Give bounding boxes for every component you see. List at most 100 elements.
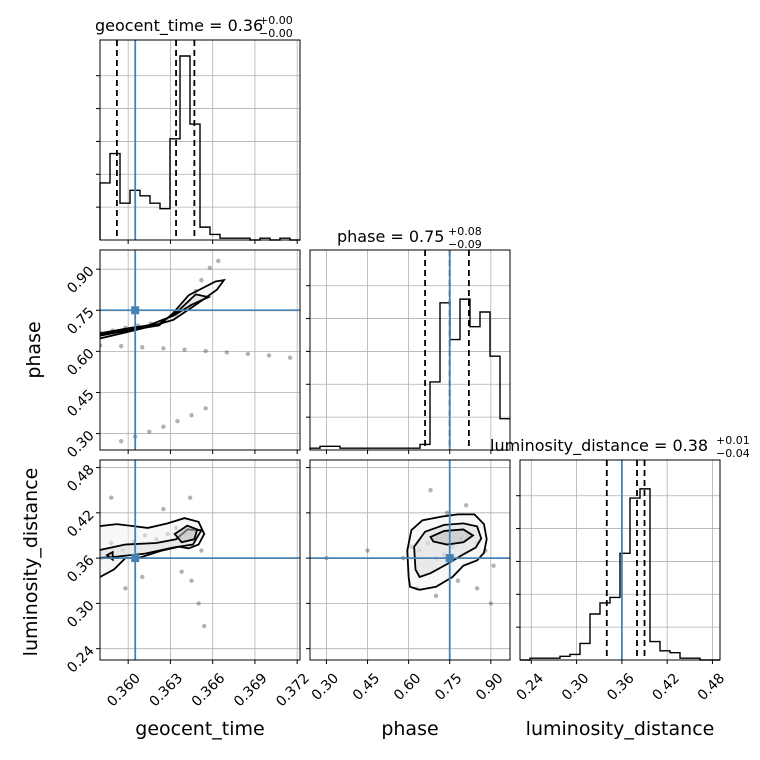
sample-point — [203, 406, 208, 411]
density-content — [100, 250, 300, 450]
sample-point — [161, 346, 166, 351]
sample-point — [207, 265, 213, 271]
tick-label-y: 0.90 — [64, 264, 97, 297]
title-luminosity-distance-name: luminosity_distance — [490, 436, 649, 456]
title-phase-plus: +0.08 — [448, 225, 482, 238]
ylabel-luminosity-distance: luminosity_distance — [20, 468, 42, 657]
sample-point — [245, 351, 251, 357]
sample-point — [100, 343, 103, 348]
sample-point — [491, 563, 496, 568]
tick-label-y: 0.24 — [64, 643, 97, 676]
title-luminosity-distance: luminosity_distance = 0.38 — [490, 436, 708, 456]
sample-point — [140, 345, 145, 350]
tick-label-x: 0.369 — [231, 670, 271, 710]
title-geocent-time-plus: +0.00 — [259, 14, 293, 27]
tick-label-y: 0.36 — [64, 552, 97, 585]
hist-panel-phase — [306, 249, 511, 454]
sample-point — [189, 578, 194, 583]
hist-step-line — [309, 298, 510, 450]
title-geocent-time: geocent_time = 0.36 — [95, 16, 263, 36]
sample-point — [196, 601, 201, 606]
truth-marker — [445, 554, 454, 563]
sample-point — [202, 623, 207, 629]
xlabel-geocent-time: geocent_time — [135, 718, 264, 740]
hist-step-line — [99, 55, 300, 241]
density-contour — [100, 528, 203, 559]
title-phase-value: 0.75 — [409, 227, 445, 246]
sample-point — [175, 419, 180, 424]
sample-point — [463, 503, 469, 508]
density-contour — [429, 528, 475, 546]
tick-label-x: 0.360 — [104, 670, 144, 710]
tick-label-x: 0.42 — [650, 670, 683, 703]
title-phase-name: phase — [337, 227, 385, 246]
tick-label-y: 0.45 — [64, 387, 97, 420]
density-panel-luminosity-distance-vs-phase: 0.30 0.45 0.60 0.75 0.90 — [306, 459, 511, 704]
hist-step-line — [520, 488, 720, 661]
title-phase: phase = 0.75 — [337, 227, 444, 246]
density-contour — [100, 293, 212, 336]
title-geocent-time-minus: −0.00 — [259, 27, 293, 40]
ylabel-phase: phase — [23, 321, 45, 378]
density-panel-luminosity-distance-vs-geocent-time: 0.360 0.363 0.366 0.369 0.372 0.24 0.30 0.36 0.4… — [64, 459, 313, 710]
density-panel-phase-vs-geocent-time: 0.30 0.45 0.60 0.75 0.90 — [64, 249, 301, 461]
sample-point — [455, 578, 461, 583]
tick-label-x: 0.366 — [189, 670, 229, 710]
sample-point — [199, 548, 204, 553]
title-luminosity-distance-minus: −0.04 — [716, 447, 750, 460]
xlabel-luminosity-distance: luminosity_distance — [526, 718, 715, 740]
tick-label-y: 0.30 — [64, 428, 97, 461]
tick-label-y: 0.75 — [64, 305, 97, 338]
sample-point — [287, 355, 293, 360]
sample-point — [118, 439, 124, 444]
tick-label-x: 0.90 — [473, 670, 506, 703]
sample-point — [179, 569, 184, 574]
panel-frame — [519, 459, 721, 661]
tick-label-x: 0.363 — [146, 670, 186, 710]
tick-label-x: 0.48 — [695, 670, 728, 703]
tick-label-x: 0.36 — [604, 670, 637, 703]
sample-point — [123, 586, 128, 591]
panel-frame — [309, 249, 511, 451]
tick-label-x: 0.45 — [350, 670, 383, 703]
tick-label-y: 0.60 — [64, 346, 97, 379]
sample-point — [187, 495, 193, 500]
tick-label-x: 0.60 — [391, 670, 424, 703]
sample-point — [118, 343, 124, 349]
panel-frame — [309, 459, 511, 661]
title-luminosity-distance-plus: +0.01 — [716, 434, 750, 447]
title-luminosity-distance-value: 0.38 — [672, 436, 708, 455]
truth-marker — [131, 554, 140, 563]
sample-point — [182, 347, 187, 352]
panel-frame — [99, 39, 301, 241]
hist-panel-geocent-time — [96, 39, 301, 244]
sample-point — [140, 574, 145, 580]
sample-point — [428, 487, 433, 493]
sample-point — [147, 429, 152, 434]
tick-label-y: 0.42 — [64, 507, 97, 540]
sample-point — [199, 277, 204, 283]
sample-point — [189, 413, 194, 418]
sample-point — [365, 548, 370, 553]
title-geocent-time-name: geocent_time — [95, 16, 204, 36]
sample-point — [488, 601, 494, 606]
sample-point — [216, 258, 221, 264]
sample-point — [109, 495, 114, 500]
sample-point — [444, 510, 450, 516]
panel-frame — [99, 249, 301, 451]
panel-frame — [99, 459, 301, 661]
sample-point — [161, 506, 166, 512]
truth-marker — [131, 306, 140, 315]
density-contour — [173, 524, 199, 544]
tick-label-x: 0.30 — [559, 670, 592, 703]
tick-label-y: 0.48 — [64, 462, 97, 495]
tick-label-x: 0.372 — [273, 670, 313, 710]
sample-point — [433, 593, 439, 599]
tick-label-x: 0.24 — [514, 670, 547, 703]
sample-point — [266, 353, 272, 358]
sample-point — [161, 424, 166, 429]
title-phase-minus: −0.09 — [448, 238, 482, 251]
density-content — [310, 460, 510, 660]
hist-panel-luminosity-distance: 0.24 0.30 0.36 0.42 0.48 — [514, 459, 728, 704]
